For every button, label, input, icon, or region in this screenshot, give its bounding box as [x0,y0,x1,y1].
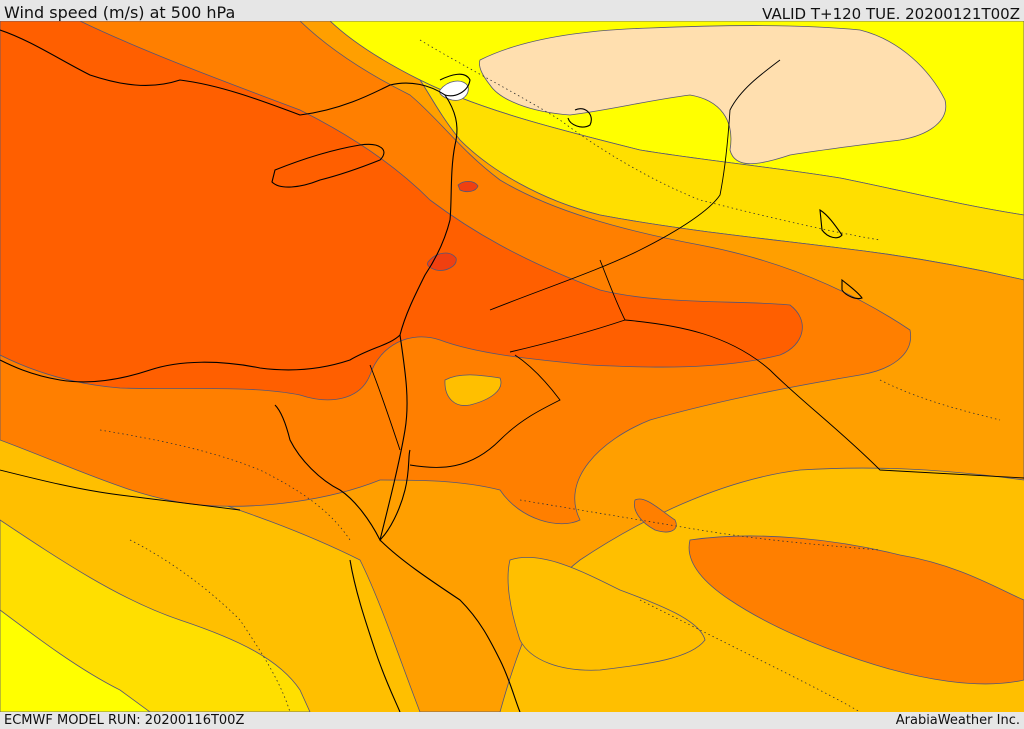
band-7-spot-lebanon [457,180,479,193]
credit: ArabiaWeather Inc. [895,713,1020,728]
band-3-sinai-patch [444,374,502,406]
model-run: ECMWF MODEL RUN: 20200116T00Z [4,713,245,728]
band-1-southwest [0,609,151,712]
band-5-patch-gulf [633,498,677,533]
band-7-spot-levant [427,252,457,271]
band-2-southwest [0,519,311,712]
band-3-south-patch [507,556,706,671]
band-5-southeast [688,535,1024,685]
map-canvas [0,21,1024,712]
calm-pale-region [479,25,947,165]
valid-time: VALID T+120 TUE. 20200121T00Z [762,5,1020,23]
borders [0,59,1024,511]
map-title: Wind speed (m/s) at 500 hPa [4,3,236,22]
footer-bar: ECMWF MODEL RUN: 20200116T00Z ArabiaWeat… [0,712,1024,729]
inland-dotted-boundaries [99,39,1001,712]
header-bar: Wind speed (m/s) at 500 hPa VALID T+120 … [0,0,1024,23]
coastlines [0,29,863,712]
band-6-core [0,21,803,401]
wind-speed-map [0,21,1024,712]
